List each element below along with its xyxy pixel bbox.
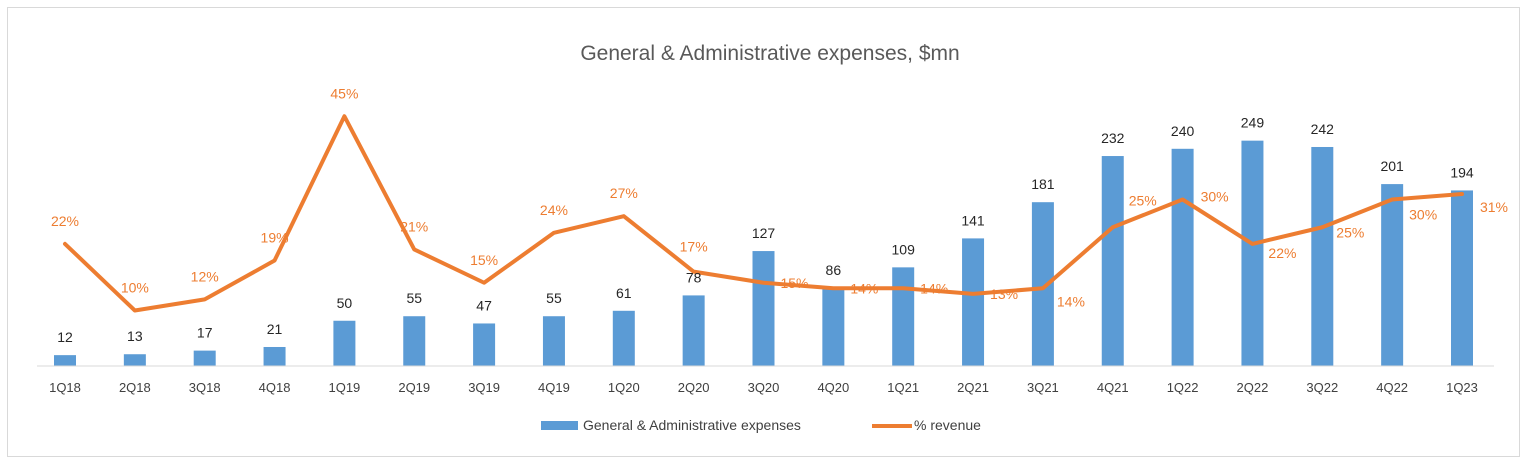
x-tick-label: 3Q20 xyxy=(748,380,780,395)
legend-bar-swatch xyxy=(541,421,578,430)
x-tick-label: 4Q19 xyxy=(538,380,570,395)
bar-value-label: 17 xyxy=(197,325,213,341)
bar-value-label: 109 xyxy=(892,241,916,257)
pct-value-label: 14% xyxy=(1057,293,1085,309)
pct-value-label: 13% xyxy=(990,286,1018,302)
pct-value-label: 30% xyxy=(1201,189,1229,205)
bar xyxy=(892,267,915,366)
legend-bar-label: General & Administrative expenses xyxy=(583,417,801,433)
bar xyxy=(822,288,845,366)
x-tick-label: 1Q18 xyxy=(49,380,81,395)
bar-value-label: 55 xyxy=(406,290,422,306)
bar-value-label: 61 xyxy=(616,285,632,301)
x-tick-label: 1Q22 xyxy=(1167,380,1199,395)
pct-value-label: 22% xyxy=(1268,245,1296,261)
pct-value-label: 21% xyxy=(400,218,428,234)
bar xyxy=(1241,140,1264,366)
bar xyxy=(123,354,146,366)
pct-value-label: 25% xyxy=(1336,224,1364,240)
x-tick-label: 1Q19 xyxy=(328,380,360,395)
bar xyxy=(1031,202,1054,366)
bar-value-label: 141 xyxy=(961,212,985,228)
bar xyxy=(473,323,496,366)
pct-value-label: 31% xyxy=(1480,199,1508,215)
pct-value-label: 14% xyxy=(850,280,878,296)
bar-value-label: 50 xyxy=(337,295,353,311)
bar xyxy=(263,346,286,366)
pct-value-label: 14% xyxy=(920,280,948,296)
pct-value-label: 12% xyxy=(191,268,219,284)
pct-value-label: 24% xyxy=(540,202,568,218)
bar-value-label: 242 xyxy=(1311,121,1335,137)
data-labels: 12 13 17 21 50 55 47 55 61 78 127 86 109 141 181 232 240… xyxy=(51,85,1508,345)
pct-value-label: 45% xyxy=(330,85,358,101)
bar-value-label: 181 xyxy=(1031,176,1055,192)
x-tick-label: 2Q21 xyxy=(957,380,989,395)
chart: General & Administrative expenses, $mn 1… xyxy=(37,42,1508,433)
pct-value-label: 10% xyxy=(121,280,149,296)
bar-value-label: 55 xyxy=(546,290,562,306)
chart-frame: General & Administrative expenses, $mn 1… xyxy=(7,7,1520,457)
x-tick-label: 3Q18 xyxy=(189,380,221,395)
x-tick-label: 2Q20 xyxy=(678,380,710,395)
bar xyxy=(682,295,705,366)
line-series xyxy=(63,114,1464,313)
x-tick-label: 4Q18 xyxy=(259,380,291,395)
bar xyxy=(333,320,356,366)
x-tick-label: 3Q19 xyxy=(468,380,500,395)
bar xyxy=(54,355,76,366)
x-tick-label: 2Q18 xyxy=(119,380,151,395)
pct-value-label: 30% xyxy=(1409,207,1437,223)
pct-value-label: 15% xyxy=(780,275,808,291)
legend: General & Administrative expenses % reve… xyxy=(541,417,981,433)
x-tick-label: 1Q23 xyxy=(1446,380,1478,395)
bar-value-label: 240 xyxy=(1171,123,1195,139)
chart-title: General & Administrative expenses, $mn xyxy=(580,42,959,65)
pct-value-label: 22% xyxy=(51,213,79,229)
bar-value-label: 201 xyxy=(1380,158,1404,174)
bar xyxy=(403,316,426,366)
bar xyxy=(1311,146,1334,366)
x-axis-ticks: 1Q18 2Q18 3Q18 4Q18 1Q19 2Q19 3Q19 4Q19 1Q20 2Q20… xyxy=(49,380,1478,395)
bar xyxy=(612,310,635,366)
bar xyxy=(1171,148,1194,366)
bar xyxy=(1381,184,1404,366)
bar-value-label: 47 xyxy=(476,297,492,313)
x-tick-label: 4Q20 xyxy=(817,380,849,395)
pct-value-label: 25% xyxy=(1129,192,1157,208)
x-tick-label: 1Q20 xyxy=(608,380,640,395)
bar-value-label: 13 xyxy=(127,328,143,344)
pct-value-label: 19% xyxy=(261,230,289,246)
x-tick-label: 2Q19 xyxy=(398,380,430,395)
pct-value-label: 15% xyxy=(470,252,498,268)
bar xyxy=(962,238,985,366)
bar-value-label: 194 xyxy=(1450,164,1474,180)
x-tick-label: 1Q21 xyxy=(887,380,919,395)
x-tick-label: 2Q22 xyxy=(1237,380,1269,395)
bar xyxy=(1451,190,1473,366)
pct-value-label: 27% xyxy=(610,185,638,201)
bar xyxy=(752,251,775,366)
x-tick-label: 4Q21 xyxy=(1097,380,1129,395)
legend-line-label: % revenue xyxy=(914,417,981,433)
bar-value-label: 21 xyxy=(267,321,283,337)
pct-value-label: 17% xyxy=(680,239,708,255)
x-tick-label: 3Q21 xyxy=(1027,380,1059,395)
bar-value-label: 12 xyxy=(57,329,73,345)
bar-value-label: 232 xyxy=(1101,130,1125,146)
bar xyxy=(193,350,216,366)
bar-value-label: 86 xyxy=(826,262,842,278)
bar-value-label: 127 xyxy=(752,225,776,241)
bar-value-label: 78 xyxy=(686,269,702,285)
bar-value-label: 249 xyxy=(1241,115,1265,131)
x-tick-label: 4Q22 xyxy=(1376,380,1408,395)
x-tick-label: 3Q22 xyxy=(1306,380,1338,395)
bar xyxy=(1101,156,1124,366)
bar xyxy=(542,316,565,366)
